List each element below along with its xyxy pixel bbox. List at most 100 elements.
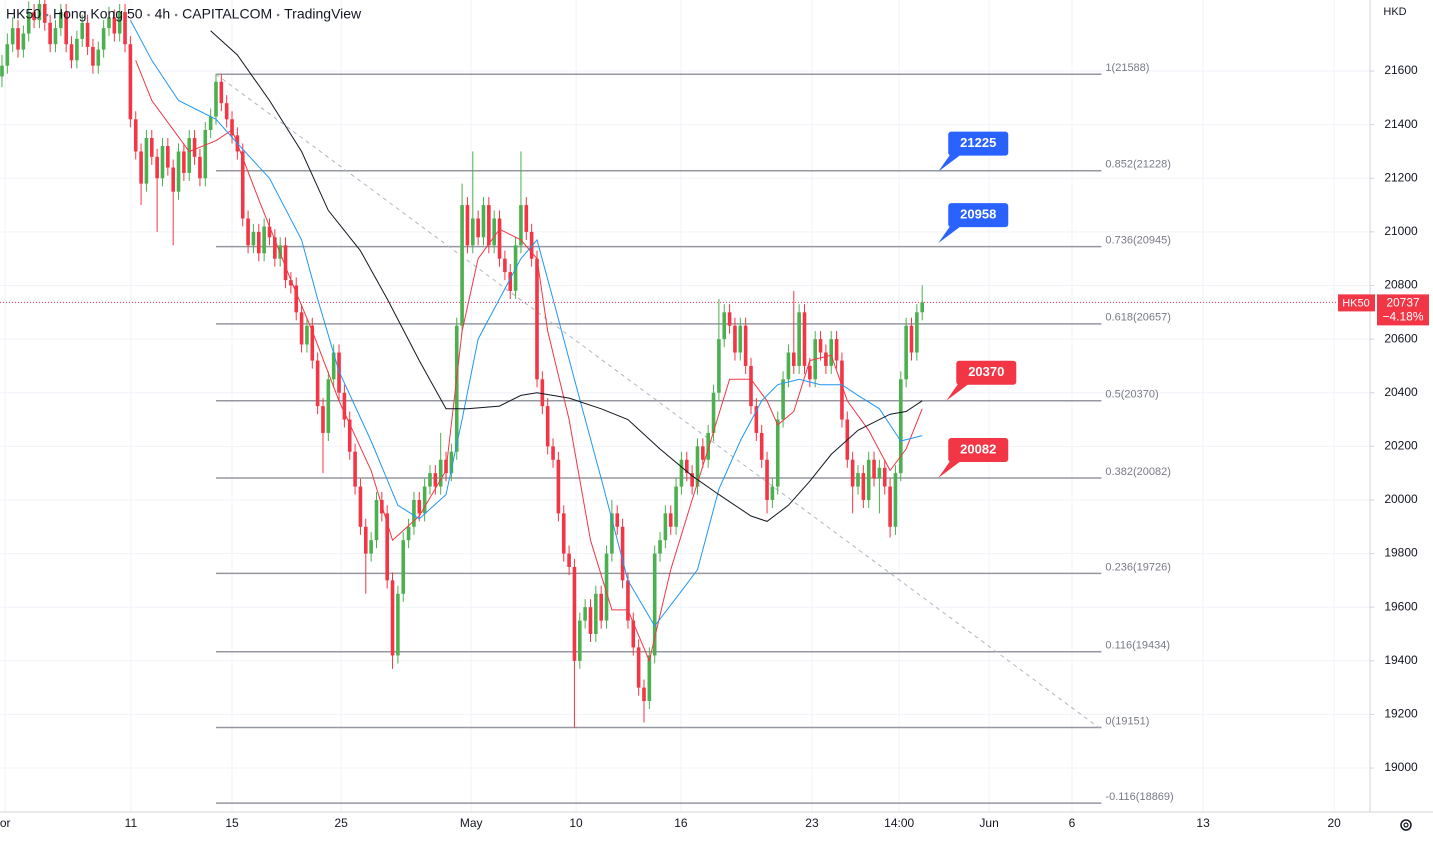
candle-body [829,339,834,366]
candle-body [187,138,192,173]
candle-body [128,44,133,120]
header-item: TradingView [284,6,362,22]
price-callout: 20370 [946,360,1017,401]
y-tick-label: 19600 [1384,599,1418,613]
candle-body [620,526,625,581]
candle-body [406,526,411,541]
candle-body [877,467,882,479]
candle-body [0,65,4,77]
candle-body [353,451,357,487]
candle-body [342,392,347,420]
currency-label: HKD [1383,6,1406,18]
candle-body [208,116,213,131]
candle-body [337,352,341,393]
x-tick-label: May [460,816,483,830]
candle-body [80,22,85,39]
callout-pointer [938,151,963,172]
y-tick-label: 21000 [1384,224,1418,238]
candle-body [476,218,480,238]
candle-body [460,205,464,326]
callout-box [956,360,1017,385]
candle-body [310,325,315,361]
fib-label: 0.382(20082) [1105,466,1170,478]
candle-body [786,352,791,380]
candle-body [556,459,561,514]
callout-box [948,131,1009,156]
candle-body [733,325,737,353]
header-item: HK50 [6,6,41,22]
x-tick-label: 6 [1069,816,1076,830]
candle-body [759,432,764,460]
candle-body [144,138,149,184]
price-tag-value: 20737 [1386,296,1420,310]
candle-body [551,446,555,460]
fib-label: 0.236(19726) [1105,561,1170,573]
grid [0,0,1370,812]
candle-body [224,103,229,120]
price-callout: 21225 [938,131,1009,172]
moving-average [129,19,923,627]
candle-body [866,459,871,500]
symbol-tag-label: HK50 [1342,297,1370,309]
candle-body [503,258,507,273]
candle-body [449,451,454,474]
candle-body [642,687,646,702]
y-tick-label: 19200 [1384,707,1418,721]
candle-body [26,12,31,34]
candle-body [96,49,101,66]
fib-label: 0(19151) [1105,715,1149,727]
fib-label: 0.618(20657) [1105,312,1170,324]
candle-body [262,226,266,254]
candle-body [770,486,775,500]
candle-body [246,218,250,246]
candle-body [192,138,197,157]
candle-body [69,44,74,61]
y-tick-label: 19000 [1384,760,1418,774]
candle-body [765,459,769,500]
x-tick-label: 11 [125,816,138,830]
candle-body [48,22,52,45]
header-item: CAPITALCOM [182,6,272,22]
candle-body [909,325,914,353]
candle-body [738,325,743,353]
candle-body [5,44,10,66]
candle-body [16,28,20,50]
candle-body [294,285,299,313]
header-item: 4h [155,6,171,22]
callout-pointer [938,223,963,244]
settings-icon[interactable] [1400,819,1412,831]
candle-body [374,499,379,541]
candle-body [369,540,373,554]
candle-body [711,392,716,433]
candle-body [107,17,111,29]
overlay: 21225 20958 20370 20082 HK50 Hong Kong 50 4h CA… [6,6,1017,478]
callout-box [948,437,1009,462]
price-tag [1377,294,1429,326]
callout-label: 20370 [968,364,1004,379]
candle-body [417,499,422,514]
y-tick-label: 20400 [1384,385,1418,399]
candle-body [545,406,550,447]
candle-body [690,473,694,487]
candle-body [775,419,780,487]
plot-area: 1(21588) 0.852(21228) 0.736(20945) 0.618(20… [0,0,1370,804]
moving-average [210,30,923,522]
candle-body [203,130,208,179]
candle-body [315,360,320,407]
fib-label: 0.736(20945) [1105,235,1170,247]
header-separator [45,13,49,17]
candle-body [42,4,47,23]
y-tick-label: 20600 [1384,331,1418,345]
candle-body [668,513,673,527]
candle-body [123,12,127,45]
y-tick-label: 21600 [1384,63,1418,77]
candle-body [679,459,684,487]
candle-body [588,607,593,634]
candle-body [149,138,154,157]
y-tick-label: 21400 [1384,117,1418,131]
candle-body [572,566,577,661]
header-item: Hong Kong 50 [53,6,143,22]
candle-body [198,156,202,179]
candle-body [326,379,331,433]
